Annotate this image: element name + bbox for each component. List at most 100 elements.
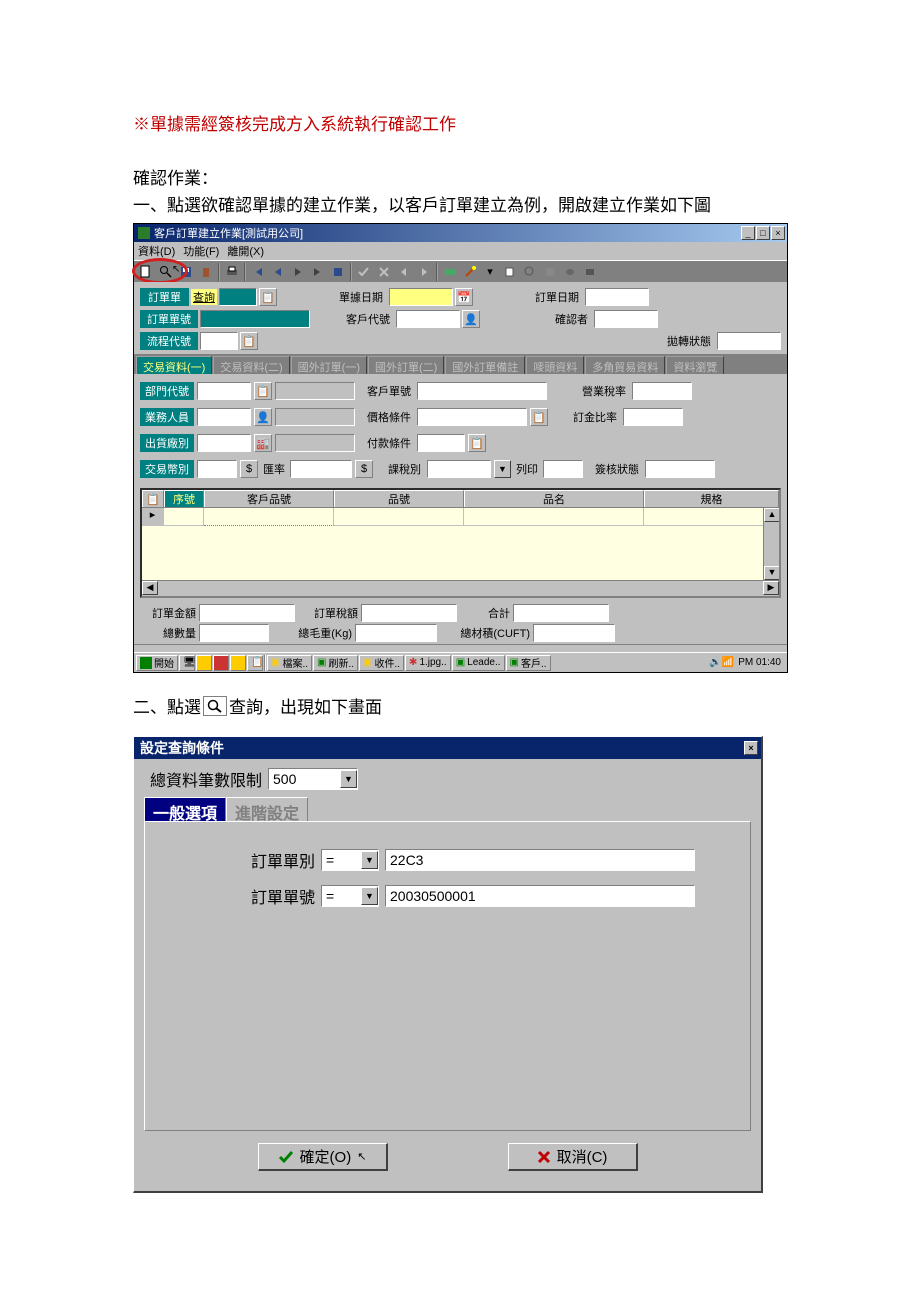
toolbar-delete-icon[interactable] <box>197 263 215 281</box>
ship-plant-input[interactable] <box>197 434 251 452</box>
toolbar-search-icon[interactable] <box>157 263 175 281</box>
price-lookup-icon[interactable]: 📋 <box>530 408 548 426</box>
biz-tax-input[interactable] <box>632 382 692 400</box>
taskitem-6[interactable]: ▣客戶.. <box>506 655 551 671</box>
menu-data[interactable]: 資料(D) <box>138 243 175 259</box>
tab-1[interactable]: 交易資料(一) <box>136 356 212 374</box>
tab-5[interactable]: 國外訂單備註 <box>445 356 525 374</box>
toolbar-print-icon[interactable] <box>223 263 241 281</box>
quick3-icon[interactable] <box>213 655 229 671</box>
rate-lookup-icon[interactable]: $ <box>355 460 373 478</box>
tray-icons[interactable]: 🔊📶 <box>709 657 734 668</box>
cust-order-no-input[interactable] <box>417 382 547 400</box>
toolbar-last-icon[interactable] <box>309 263 327 281</box>
pay-cond-input[interactable] <box>417 434 465 452</box>
currency-input[interactable] <box>197 460 237 478</box>
quick4-icon[interactable] <box>230 655 246 671</box>
q-order-type-value[interactable]: 22C3 <box>385 849 695 871</box>
toolbar-dd-icon[interactable]: ▾ <box>481 263 499 281</box>
rate-input[interactable] <box>290 460 352 478</box>
sign-status-input[interactable] <box>645 460 715 478</box>
quick5-icon[interactable]: 📋 <box>247 655 263 671</box>
maximize-button[interactable]: □ <box>756 226 770 240</box>
toolbar-stop-icon[interactable] <box>329 263 347 281</box>
toolbar-save-icon[interactable] <box>177 263 195 281</box>
q-order-no-op[interactable]: = ▼ <box>321 885 379 907</box>
toolbar-new-icon[interactable] <box>137 263 155 281</box>
limit-dd-icon[interactable]: ▼ <box>340 770 357 788</box>
toolbar-wand-icon[interactable] <box>461 263 479 281</box>
tab-advanced[interactable]: 進階設定 <box>226 797 308 821</box>
grid-row[interactable]: ▸ <box>142 508 779 526</box>
toolbar-left-icon[interactable] <box>395 263 413 281</box>
close-button[interactable]: × <box>771 226 785 240</box>
tab-4[interactable]: 國外訂單(二) <box>368 356 444 374</box>
tax-type-input[interactable] <box>427 460 491 478</box>
toolbar-misc4-icon[interactable] <box>581 263 599 281</box>
toolbar-misc3-icon[interactable] <box>561 263 579 281</box>
col-cust-item[interactable]: 客戶品號 <box>204 490 334 507</box>
toolbar-first-icon[interactable] <box>249 263 267 281</box>
toolbar-next-icon[interactable] <box>289 263 307 281</box>
ok-button[interactable]: 確定(O) ↖ <box>258 1143 388 1171</box>
start-button[interactable]: 開始 <box>136 655 178 671</box>
print-input[interactable] <box>543 460 583 478</box>
taskitem-4[interactable]: ✱1.jpg.. <box>405 655 451 671</box>
query-link[interactable]: 查詢 <box>191 289 217 305</box>
order-type-input[interactable] <box>219 288 257 306</box>
toolbar-check-icon[interactable] <box>355 263 373 281</box>
sales-input[interactable] <box>197 408 251 426</box>
doc-date-input[interactable] <box>389 288 453 306</box>
tab-8[interactable]: 資料瀏覽 <box>666 356 724 374</box>
menu-func[interactable]: 功能(F) <box>183 243 219 259</box>
deposit-rate-input[interactable] <box>623 408 683 426</box>
flow-lookup-icon[interactable]: 📋 <box>240 332 258 350</box>
grid-vscroll[interactable]: ▲▼ <box>763 508 779 580</box>
tab-general[interactable]: 一般選項 <box>144 797 226 821</box>
toolbar-right-icon[interactable] <box>415 263 433 281</box>
price-cond-input[interactable] <box>417 408 527 426</box>
minimize-button[interactable]: _ <box>741 226 755 240</box>
pay-lookup-icon[interactable]: 📋 <box>468 434 486 452</box>
order-no-input[interactable] <box>200 310 310 328</box>
q-order-type-op[interactable]: = ▼ <box>321 849 379 871</box>
cust-lookup-icon[interactable]: 👤 <box>462 310 480 328</box>
col-name[interactable]: 品名 <box>464 490 644 507</box>
transfer-status-input[interactable] <box>717 332 781 350</box>
cust-no-input[interactable] <box>396 310 460 328</box>
tab-3[interactable]: 國外訂單(一) <box>291 356 367 374</box>
calendar-icon[interactable]: 📅 <box>455 288 473 306</box>
plant-lookup-icon[interactable]: 🏭 <box>254 434 272 452</box>
tax-type-dd[interactable]: ▼ <box>494 460 511 478</box>
dept-lookup-icon[interactable]: 📋 <box>254 382 272 400</box>
toolbar-x-icon[interactable] <box>375 263 393 281</box>
quick2-icon[interactable] <box>196 655 212 671</box>
dialog-close-button[interactable]: × <box>744 741 758 755</box>
toolbar-misc1-icon[interactable] <box>441 263 459 281</box>
toolbar-prev-icon[interactable] <box>269 263 287 281</box>
taskitem-1[interactable]: ▣檔案.. <box>267 655 312 671</box>
order-date-input[interactable] <box>585 288 649 306</box>
taskitem-5[interactable]: ▣Leade.. <box>452 655 505 671</box>
q-order-no-value[interactable]: 20030500001 <box>385 885 695 907</box>
sales-lookup-icon[interactable]: 👤 <box>254 408 272 426</box>
flow-no-input[interactable] <box>200 332 238 350</box>
curr-lookup-icon[interactable]: $ <box>240 460 258 478</box>
tab-7[interactable]: 多角貿易資料 <box>585 356 665 374</box>
limit-select[interactable]: 500 ▼ <box>268 768 358 790</box>
lookup-icon[interactable]: 📋 <box>259 288 277 306</box>
confirmer-input[interactable] <box>594 310 658 328</box>
menu-exit[interactable]: 離開(X) <box>227 243 264 259</box>
col-item[interactable]: 品號 <box>334 490 464 507</box>
col-spec[interactable]: 規格 <box>644 490 779 507</box>
grid-corner[interactable]: 📋 <box>142 490 164 507</box>
taskitem-3[interactable]: ▣收件.. <box>359 655 404 671</box>
toolbar-copy-icon[interactable] <box>501 263 519 281</box>
grid-hscroll[interactable]: ◀▶ <box>142 580 779 596</box>
tab-2[interactable]: 交易資料(二) <box>213 356 289 374</box>
tab-6[interactable]: 嘜頭資料 <box>526 356 584 374</box>
quick1-icon[interactable]: 🖥 <box>179 655 195 671</box>
toolbar-misc2-icon[interactable] <box>541 263 559 281</box>
toolbar-zoom-icon[interactable] <box>521 263 539 281</box>
cancel-button[interactable]: 取消(C) <box>508 1143 638 1171</box>
